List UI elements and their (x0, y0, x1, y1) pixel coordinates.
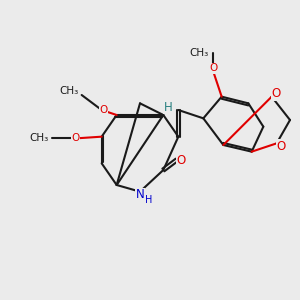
Text: CH₃: CH₃ (29, 133, 49, 143)
Text: H: H (145, 195, 152, 205)
Text: O: O (272, 87, 281, 100)
Text: N: N (136, 188, 144, 201)
Text: CH₃: CH₃ (59, 86, 79, 96)
Text: O: O (99, 105, 107, 115)
Text: H: H (164, 100, 172, 113)
Text: O: O (209, 63, 218, 73)
Text: O: O (277, 140, 286, 153)
Text: O: O (71, 133, 79, 143)
Text: CH₃: CH₃ (190, 48, 209, 58)
Text: O: O (176, 154, 186, 166)
